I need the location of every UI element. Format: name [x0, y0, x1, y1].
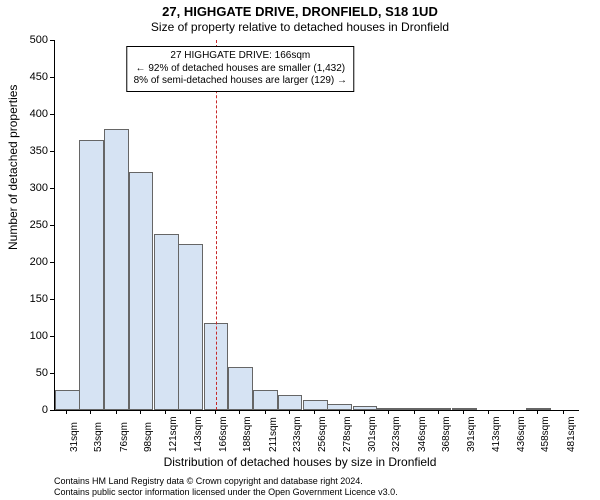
x-tick-label: 323sqm	[391, 416, 402, 452]
x-tick-mark	[66, 410, 67, 414]
x-tick-label: 188sqm	[242, 416, 253, 452]
x-tick-label: 391sqm	[466, 416, 477, 452]
property-marker-line	[216, 40, 217, 410]
x-tick-label: 458sqm	[540, 416, 551, 452]
x-tick-label: 233sqm	[292, 416, 303, 452]
x-tick-label: 121sqm	[168, 416, 179, 452]
y-tick-mark	[50, 188, 54, 189]
plot-area: 27 HIGHGATE DRIVE: 166sqm← 92% of detach…	[54, 40, 579, 411]
y-tick-label: 100	[0, 330, 48, 342]
plot-wrap: 27 HIGHGATE DRIVE: 166sqm← 92% of detach…	[54, 40, 578, 410]
x-tick-mark	[563, 410, 564, 414]
x-axis-caption: Distribution of detached houses by size …	[0, 455, 600, 469]
footer-line-1: Contains HM Land Registry data © Crown c…	[54, 476, 578, 487]
y-tick-label: 500	[0, 34, 48, 46]
x-tick-mark	[190, 410, 191, 414]
x-tick-mark	[513, 410, 514, 414]
annotation-line-2: ← 92% of detached houses are smaller (1,…	[134, 63, 347, 76]
x-tick-label: 211sqm	[268, 417, 279, 452]
y-tick-label: 50	[0, 367, 48, 379]
x-tick-mark	[438, 410, 439, 414]
y-tick-mark	[50, 77, 54, 78]
x-tick-label: 301sqm	[367, 416, 378, 452]
x-tick-mark	[239, 410, 240, 414]
y-tick-label: 400	[0, 108, 48, 120]
footer-line-2: Contains public sector information licen…	[54, 487, 578, 498]
histogram-bar	[402, 408, 427, 410]
y-tick-mark	[50, 40, 54, 41]
y-tick-mark	[50, 114, 54, 115]
x-tick-mark	[488, 410, 489, 414]
histogram-bar	[278, 395, 303, 410]
histogram-bar	[104, 129, 129, 410]
histogram-bar	[228, 367, 253, 410]
histogram-bar	[452, 408, 477, 410]
annotation-line-3: 8% of semi-detached houses are larger (1…	[134, 75, 347, 88]
y-tick-label: 150	[0, 293, 48, 305]
x-tick-mark	[140, 410, 141, 414]
x-tick-label: 481sqm	[566, 416, 577, 452]
y-tick-label: 450	[0, 71, 48, 83]
x-tick-mark	[537, 410, 538, 414]
annotation-box: 27 HIGHGATE DRIVE: 166sqm← 92% of detach…	[127, 46, 354, 92]
histogram-bar	[303, 400, 328, 410]
y-tick-label: 0	[0, 404, 48, 416]
y-tick-label: 250	[0, 219, 48, 231]
x-tick-mark	[165, 410, 166, 414]
x-tick-label: 76sqm	[119, 422, 130, 452]
x-tick-mark	[314, 410, 315, 414]
x-tick-mark	[289, 410, 290, 414]
histogram-bar	[526, 408, 551, 410]
histogram-bar	[253, 390, 278, 410]
y-tick-mark	[50, 299, 54, 300]
x-tick-label: 31sqm	[69, 422, 80, 452]
histogram-bar	[377, 408, 402, 410]
y-tick-label: 200	[0, 256, 48, 268]
y-tick-mark	[50, 262, 54, 263]
x-tick-label: 53sqm	[93, 422, 104, 452]
chart-root: 27, HIGHGATE DRIVE, DRONFIELD, S18 1UD S…	[0, 0, 600, 500]
footer: Contains HM Land Registry data © Crown c…	[54, 476, 578, 498]
x-tick-mark	[215, 410, 216, 414]
x-tick-label: 346sqm	[417, 416, 428, 452]
y-tick-mark	[50, 410, 54, 411]
x-tick-label: 278sqm	[342, 416, 353, 452]
y-tick-mark	[50, 373, 54, 374]
x-tick-mark	[364, 410, 365, 414]
chart-subtitle: Size of property relative to detached ho…	[0, 20, 600, 34]
x-tick-mark	[265, 410, 266, 414]
x-tick-label: 368sqm	[441, 416, 452, 452]
histogram-bar	[154, 234, 179, 410]
y-tick-label: 300	[0, 182, 48, 194]
histogram-bar	[178, 244, 203, 411]
histogram-bar	[426, 408, 451, 410]
chart-title: 27, HIGHGATE DRIVE, DRONFIELD, S18 1UD	[0, 4, 600, 19]
x-tick-mark	[339, 410, 340, 414]
annotation-line-1: 27 HIGHGATE DRIVE: 166sqm	[134, 50, 347, 63]
x-tick-label: 143sqm	[193, 416, 204, 452]
x-tick-mark	[463, 410, 464, 414]
x-tick-label: 436sqm	[516, 416, 527, 452]
y-tick-mark	[50, 151, 54, 152]
y-tick-mark	[50, 225, 54, 226]
x-tick-mark	[388, 410, 389, 414]
x-tick-mark	[414, 410, 415, 414]
y-tick-label: 350	[0, 145, 48, 157]
histogram-bar	[55, 390, 80, 410]
histogram-bar	[129, 172, 154, 410]
histogram-bar	[327, 404, 352, 410]
x-tick-mark	[90, 410, 91, 414]
x-tick-label: 166sqm	[218, 416, 229, 452]
x-tick-label: 256sqm	[317, 416, 328, 452]
x-tick-mark	[116, 410, 117, 414]
x-tick-label: 413sqm	[491, 416, 502, 452]
x-tick-label: 98sqm	[143, 422, 154, 452]
histogram-bar	[79, 140, 104, 410]
y-tick-mark	[50, 336, 54, 337]
